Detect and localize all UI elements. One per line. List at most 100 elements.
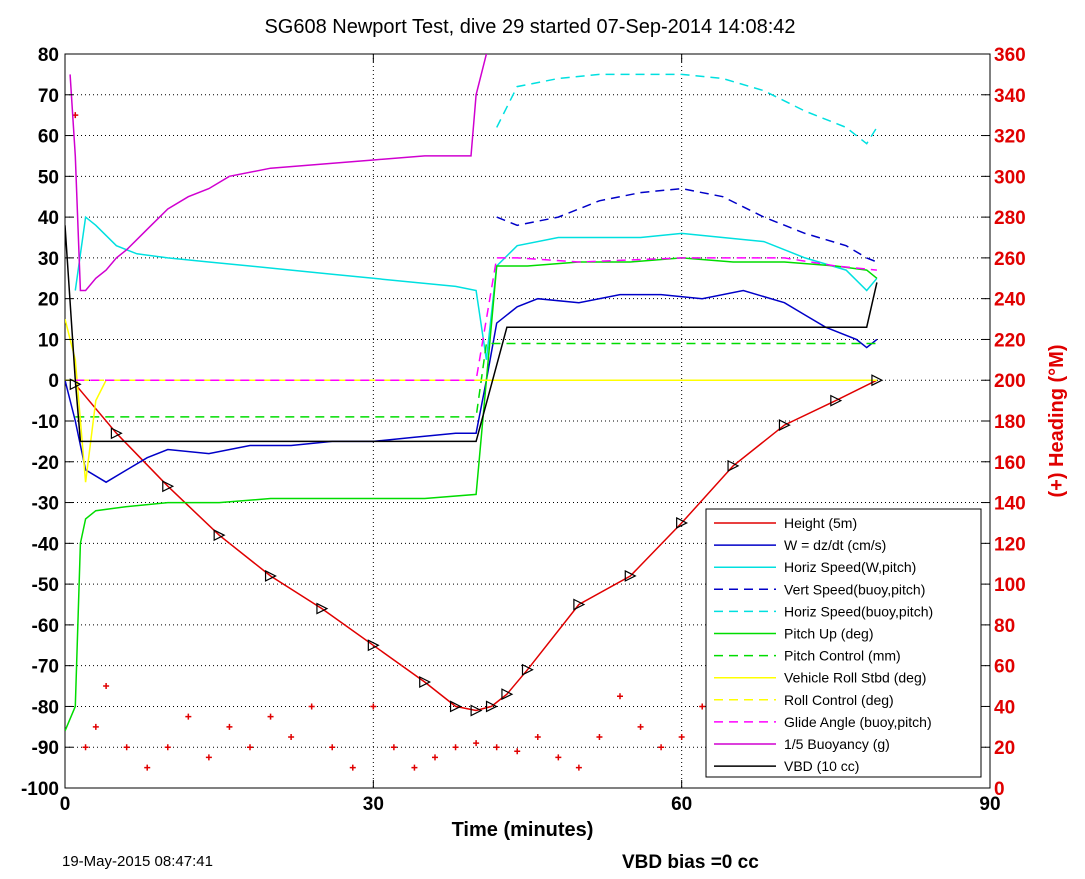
y2-tick-label: 320 <box>994 127 1026 148</box>
x-tick-label: 60 <box>671 794 692 815</box>
height-marker <box>162 480 175 493</box>
y2-tick-label: 180 <box>994 412 1026 433</box>
height-marker <box>316 602 329 615</box>
y-tick-label: 70 <box>38 86 59 107</box>
y-tick-label: 20 <box>38 290 59 311</box>
height-marker <box>213 529 226 542</box>
height-marker <box>778 419 791 432</box>
height-marker <box>449 700 462 713</box>
heading-point <box>123 744 130 751</box>
y2-tick-label: 140 <box>994 494 1026 515</box>
x-tick-label: 30 <box>363 794 384 815</box>
heading-point <box>390 744 397 751</box>
series-line <box>65 225 878 443</box>
heading-point <box>267 713 274 720</box>
series-line <box>69 54 488 292</box>
y-tick-label: -90 <box>32 738 59 759</box>
heading-point <box>226 723 233 730</box>
chart-title: SG608 Newport Test, dive 29 started 07-S… <box>264 16 795 38</box>
heading-point <box>308 703 315 710</box>
heading-point <box>534 734 541 741</box>
legend-entry: Roll Control (deg) <box>784 692 894 708</box>
series-line <box>74 379 878 712</box>
y2-tick-label: 260 <box>994 249 1026 270</box>
legend-entry: Vert Speed(buoy,pitch) <box>784 581 925 597</box>
y2-tick-label: 200 <box>994 371 1026 392</box>
y-tick-label: 10 <box>38 330 59 351</box>
series-line <box>65 257 878 732</box>
y-tick-label: -20 <box>32 453 59 474</box>
series-layer <box>65 54 884 771</box>
height-marker <box>470 704 483 717</box>
height-marker <box>573 598 586 611</box>
height-marker <box>485 700 498 713</box>
y-tick-label: 60 <box>38 127 59 148</box>
y2-tick-label: 40 <box>994 697 1015 718</box>
heading-point <box>205 754 212 761</box>
heading-point <box>92 723 99 730</box>
heading-point <box>247 744 253 751</box>
y2-tick-label: 360 <box>994 45 1026 66</box>
x-axis-ticks: 0 30 60 90 <box>60 54 1001 815</box>
y2-tick-label: 20 <box>994 738 1015 759</box>
height-marker <box>69 378 82 391</box>
heading-point <box>575 764 582 771</box>
y2-tick-label: 340 <box>994 86 1026 107</box>
height-marker <box>501 688 514 701</box>
y2-tick-label: 280 <box>994 208 1026 229</box>
series-line <box>74 215 878 360</box>
x-tick-label: 0 <box>60 794 71 815</box>
heading-point <box>555 754 562 761</box>
heading-point <box>473 740 480 747</box>
y-axis-ticks: 80 70 60 50 40 30 20 10 0 -10 -20 -30 -40 -50 -60 -70 -8… <box>21 45 73 800</box>
vbd-bias-footer: VBD bias =0 cc <box>622 852 759 873</box>
heading-point <box>637 723 644 730</box>
legend-entry: Pitch Control (mm) <box>784 648 901 664</box>
heading-point <box>329 744 336 751</box>
legend-entry: Pitch Up (deg) <box>784 626 873 642</box>
heading-point <box>678 734 685 741</box>
heading-point <box>596 734 603 741</box>
heading-point <box>288 734 295 741</box>
heading-point <box>452 744 459 751</box>
y-tick-label: 40 <box>38 208 59 229</box>
y-tick-label: -40 <box>32 534 59 555</box>
y-tick-label: 0 <box>48 371 59 392</box>
heading-point <box>493 744 500 751</box>
height-marker <box>676 516 689 529</box>
y-tick-label: 80 <box>38 45 59 66</box>
height-marker <box>727 459 740 472</box>
height-marker <box>871 374 884 387</box>
heading-point <box>103 683 110 690</box>
y2-tick-label: 120 <box>994 534 1026 555</box>
y-tick-label: -80 <box>32 697 59 718</box>
y-tick-label: -30 <box>32 494 59 515</box>
heading-point <box>617 693 623 700</box>
y2-tick-label: 240 <box>994 290 1026 311</box>
y-tick-label: -100 <box>21 779 59 800</box>
legend-entry: W = dz/dt (cm/s) <box>784 537 886 553</box>
legend-box <box>705 508 982 778</box>
y-tick-label: -60 <box>32 616 59 637</box>
series-line <box>496 73 878 145</box>
y-tick-label: 50 <box>38 167 59 188</box>
heading-point <box>185 713 192 720</box>
heading-point <box>82 744 89 751</box>
height-marker <box>367 639 380 652</box>
heading-point <box>658 744 665 751</box>
heading-point <box>432 754 438 761</box>
x-tick-label: 90 <box>979 794 1000 815</box>
y-tick-label: -70 <box>32 657 59 678</box>
y2-axis-label: (+) Heading (°M) <box>1046 345 1068 498</box>
legend-entry: VBD (10 cc) <box>784 758 859 774</box>
y2-tick-label: 0 <box>994 779 1005 800</box>
y-tick-label: -10 <box>32 412 59 433</box>
legend-entry: Height (5m) <box>784 515 857 531</box>
y2-tick-label: 100 <box>994 575 1026 596</box>
y2-axis-ticks: 3603403203002802602402202001801601401201… <box>982 45 1026 800</box>
y2-tick-label: 300 <box>994 167 1026 188</box>
height-marker <box>110 427 123 440</box>
y2-tick-label: 220 <box>994 330 1026 351</box>
y2-tick-label: 60 <box>994 657 1015 678</box>
